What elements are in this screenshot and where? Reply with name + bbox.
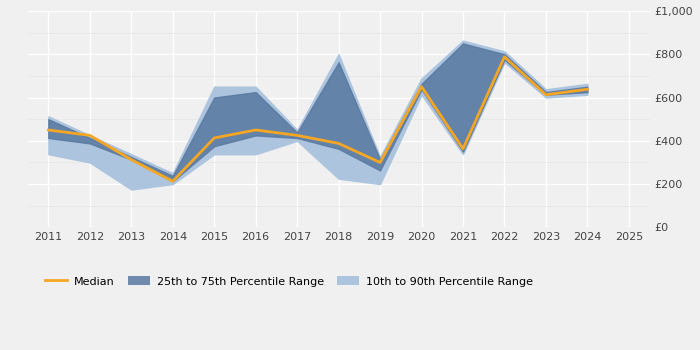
Legend: Median, 25th to 75th Percentile Range, 10th to 90th Percentile Range: Median, 25th to 75th Percentile Range, 1… [41,272,538,291]
